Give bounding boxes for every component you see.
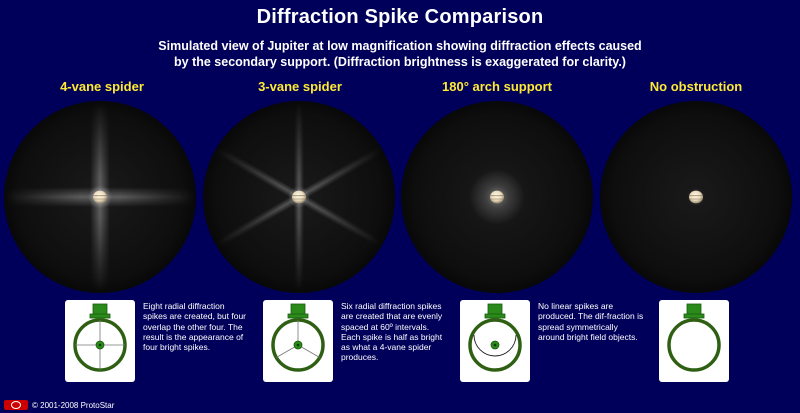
label-3-vane: 3-vane spider [258, 79, 342, 94]
subtitle-line-2: by the secondary support. (Diffraction b… [174, 55, 626, 69]
jupiter-icon [93, 190, 107, 204]
no-obstruction-icon [667, 303, 721, 372]
description-arch: No linear spikes are produced. The dif-f… [538, 301, 644, 342]
scope-view-4-vane [4, 101, 196, 293]
jupiter-icon [292, 190, 306, 204]
diagram-card-no-obstruction [659, 300, 729, 382]
three-vane-spider-icon [271, 303, 325, 372]
copyright-text: © 2001-2008 ProtoStar [32, 400, 115, 410]
arch-support-icon [468, 303, 522, 372]
four-vane-spider-icon [73, 303, 127, 372]
page-title: Diffraction Spike Comparison [256, 6, 544, 28]
diagram-card-arch [460, 300, 530, 382]
label-4-vane: 4-vane spider [60, 79, 144, 94]
scope-view-3-vane [203, 101, 395, 293]
jupiter-icon [490, 190, 504, 204]
scope-view-no-obstruction [600, 101, 792, 293]
label-arch: 180° arch support [442, 79, 552, 94]
subtitle-line-1: Simulated view of Jupiter at low magnifi… [158, 39, 642, 53]
description-3-vane: Six radial diffraction spikes are create… [341, 301, 443, 363]
diagram-card-3-vane [263, 300, 333, 382]
description-4-vane: Eight radial diffraction spikes are crea… [143, 301, 247, 353]
footer: © 2001-2008 ProtoStar [4, 398, 114, 412]
subtitle: Simulated view of Jupiter at low magnifi… [100, 38, 700, 70]
protostar-logo [4, 400, 28, 410]
label-no-obstruction: No obstruction [649, 79, 743, 94]
jupiter-icon [689, 190, 703, 204]
diagram-card-4-vane [65, 300, 135, 382]
scope-view-arch [401, 101, 593, 293]
